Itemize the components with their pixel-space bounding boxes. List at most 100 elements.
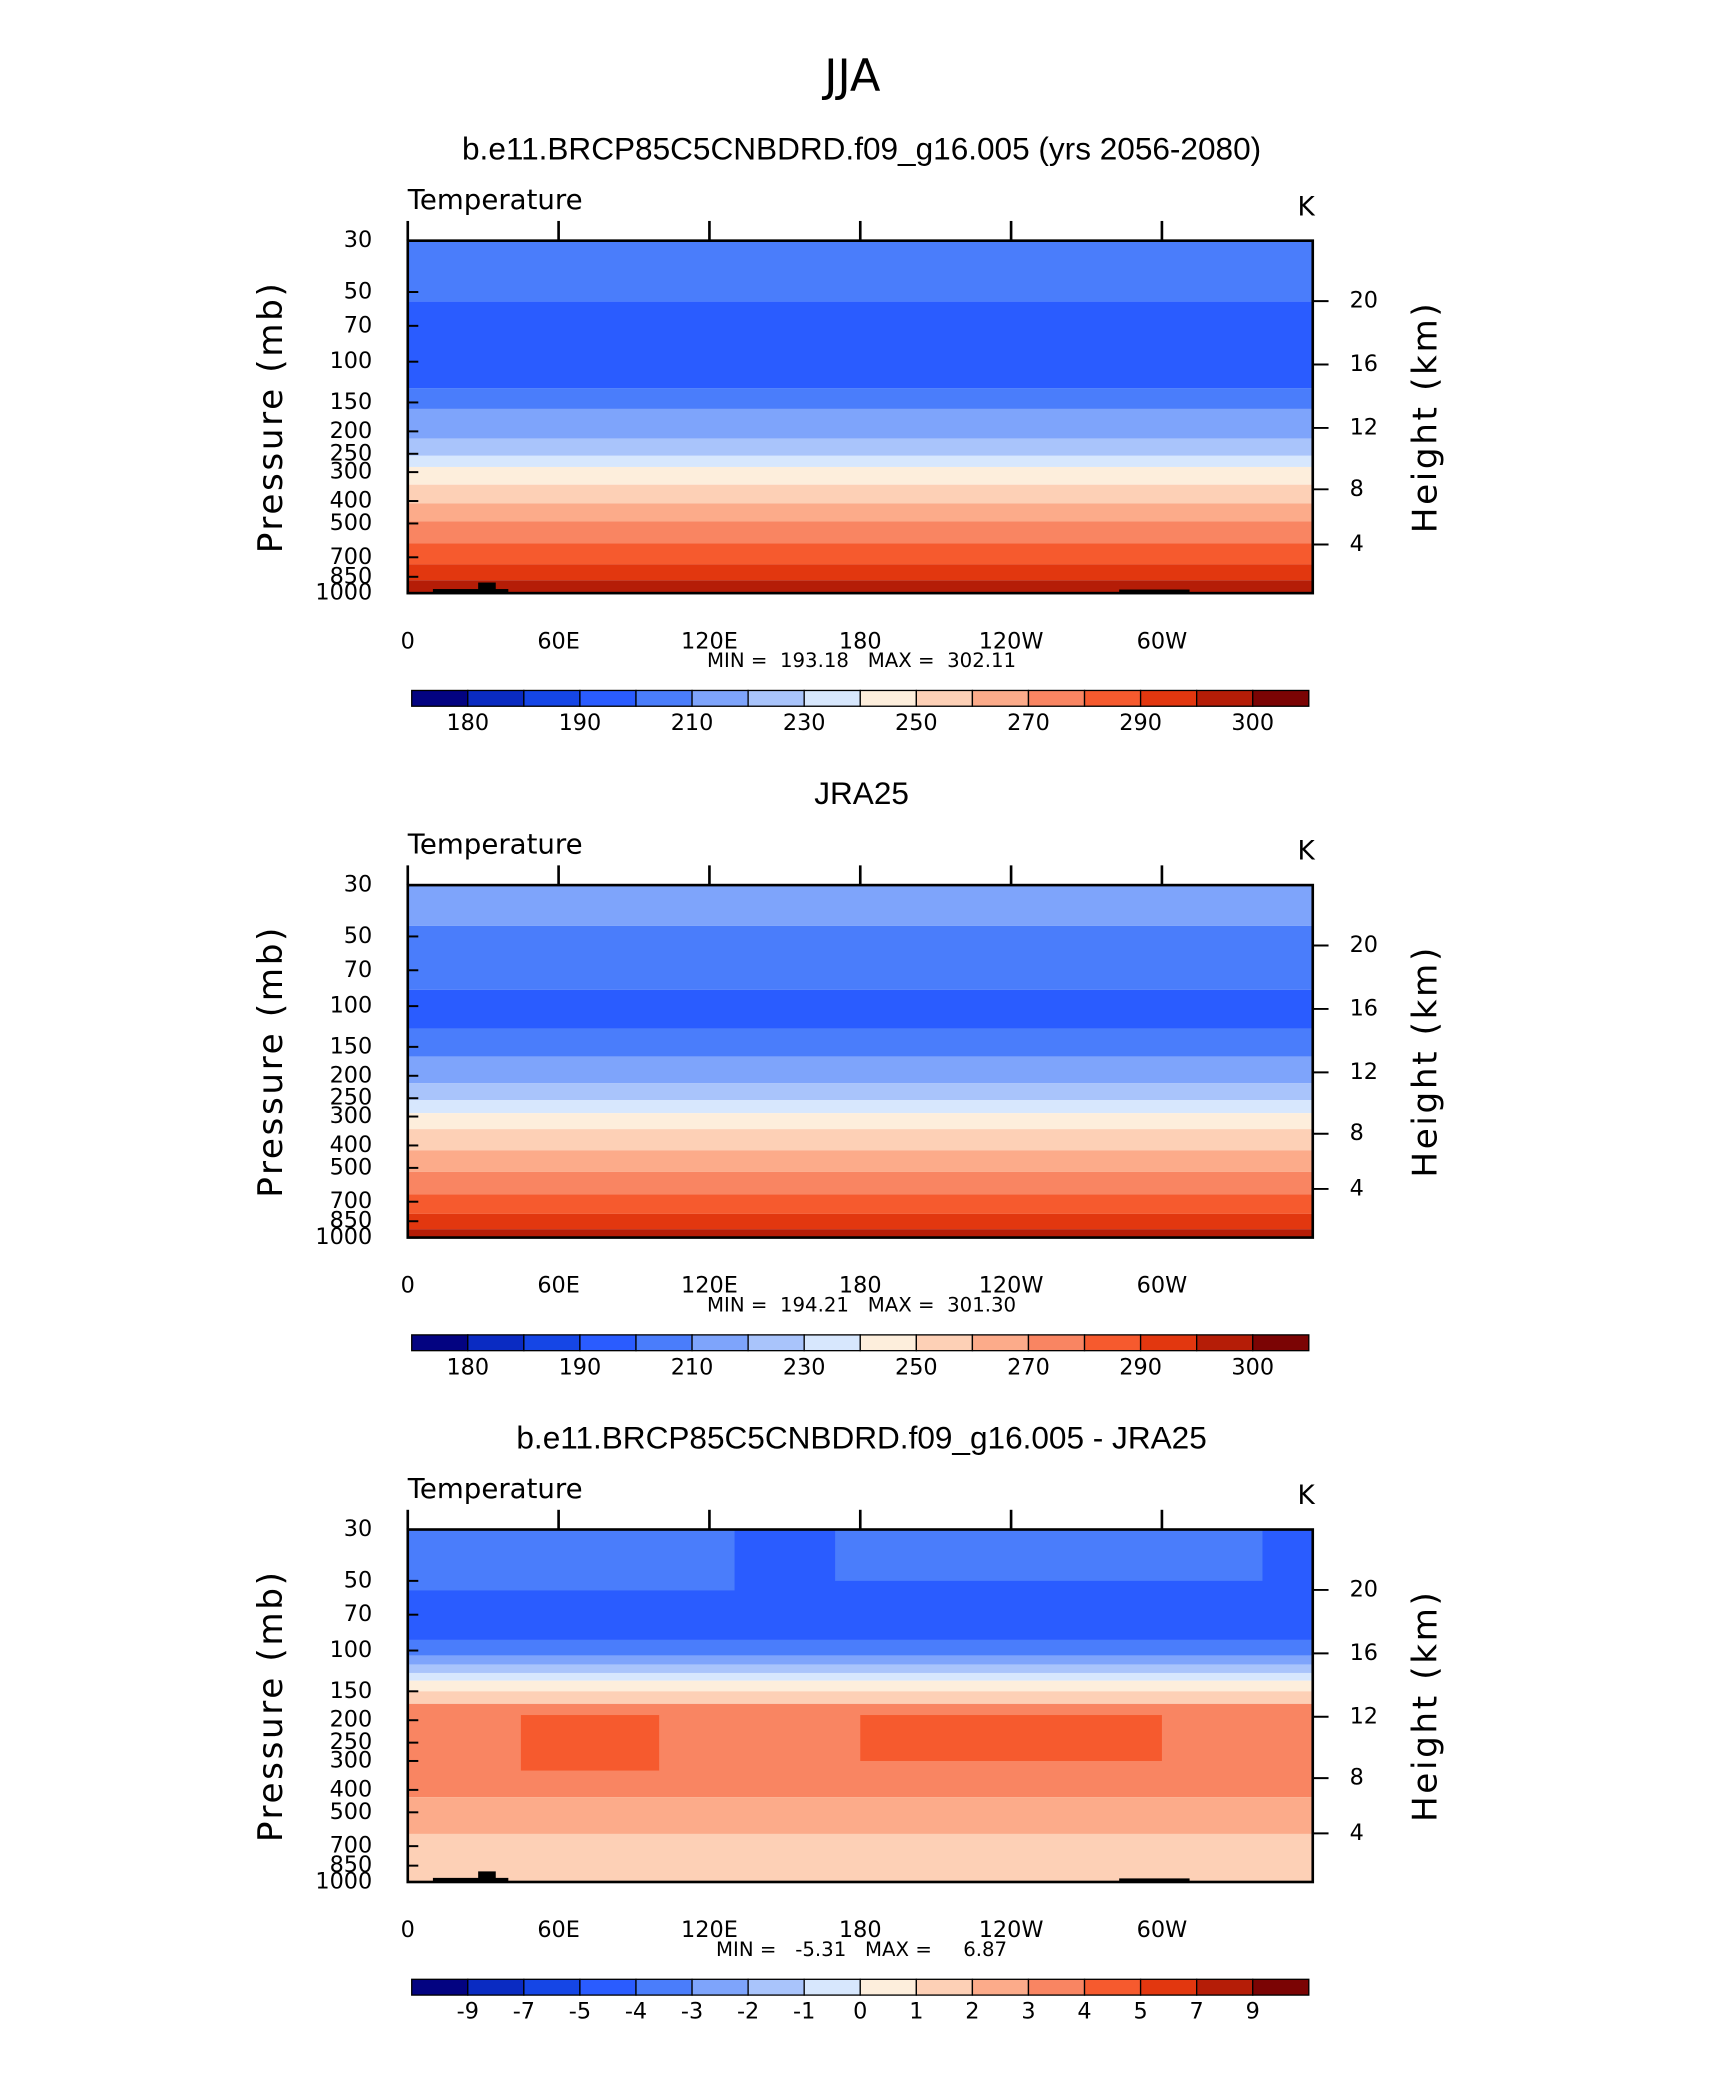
contour-band — [407, 1664, 1313, 1673]
colorbar-box — [411, 1334, 469, 1352]
x-tick-label: 0 — [401, 628, 415, 654]
colorbar-box — [747, 689, 805, 707]
y-tick-label: 700 — [330, 544, 373, 570]
colorbar-box — [1083, 1978, 1142, 1996]
colorbar-label: -1 — [793, 1999, 815, 2025]
y2-axis-label: Height (km) — [1406, 1589, 1446, 1822]
y-tick-label: 850 — [330, 563, 373, 589]
colorbar-box — [915, 1978, 974, 1996]
y-tick-label: 50 — [344, 1567, 372, 1593]
y-tick-label: 100 — [330, 993, 373, 1019]
y-tick-label: 70 — [344, 312, 372, 338]
x-tick-label: 120W — [979, 1917, 1044, 1943]
x-tick-label: 180 — [839, 1273, 882, 1299]
stats: MIN = 193.18 MAX = 302.11 — [707, 649, 1016, 672]
colorbar-box — [691, 1978, 749, 1996]
contour-band — [478, 1871, 496, 1882]
colorbar-box — [635, 689, 693, 707]
contour-band — [407, 1056, 1313, 1084]
y-tick-label: 250 — [330, 1729, 373, 1755]
y-tick-label: 30 — [344, 872, 372, 898]
contour-band — [478, 582, 496, 594]
x-tick-label: 0 — [401, 1273, 415, 1299]
contour-band — [407, 466, 1313, 485]
contour-band — [407, 1639, 1313, 1656]
panel-title: JRA25 — [814, 775, 909, 811]
contour-band — [407, 503, 1313, 522]
x-tick-label: 180 — [839, 1917, 882, 1943]
panel-subtitle-left: Temperature — [407, 183, 583, 216]
colorbar-box — [579, 1978, 637, 1996]
colorbar-label: 190 — [559, 1354, 602, 1380]
contour-band — [407, 1655, 1313, 1665]
stats: MIN = -5.31 MAX = 6.87 — [716, 1938, 1007, 1961]
contour-band — [407, 1100, 1313, 1114]
y-axis-label: Pressure (mb) — [251, 281, 291, 554]
contour-band — [407, 1797, 1313, 1834]
stats: MIN = 194.21 MAX = 301.30 — [707, 1293, 1016, 1316]
panel: b.e11.BRCP85C5CNBDRD.f09_g16.005 (yrs 20… — [251, 131, 1446, 736]
colorbar-box — [971, 1978, 1030, 1996]
contour-band — [432, 1877, 509, 1882]
colorbar-box — [579, 1334, 637, 1352]
colorbar-label: 290 — [1119, 1354, 1162, 1380]
y-tick-label: 400 — [330, 488, 373, 514]
x-tick-label: 60E — [537, 1273, 580, 1299]
contour-band — [407, 564, 1313, 581]
colorbar-label: -5 — [569, 1999, 591, 2025]
y-tick-label: 200 — [330, 1707, 373, 1733]
contour-band — [407, 580, 1313, 594]
contour-band — [407, 301, 1313, 389]
y2-tick-label: 4 — [1350, 531, 1364, 557]
colorbar-box — [1139, 1978, 1198, 1996]
y2-tick-label: 16 — [1350, 351, 1378, 377]
colorbar-box — [803, 1978, 861, 1996]
panel-subtitle-left: Temperature — [407, 1472, 583, 1505]
y-tick-label: 300 — [330, 1103, 373, 1129]
y-tick-label: 30 — [344, 227, 372, 253]
contour-band — [407, 240, 1313, 302]
contour-band — [407, 885, 1313, 926]
colorbar-label: 270 — [1007, 1354, 1050, 1380]
colorbar-box — [1139, 1334, 1198, 1352]
contour-band — [407, 1083, 1313, 1101]
colorbar-box — [747, 1334, 805, 1352]
x-tick-label: 60E — [537, 628, 580, 654]
field — [407, 240, 1313, 594]
colorbar-label: 210 — [671, 1354, 714, 1380]
colorbar-box — [1196, 1978, 1254, 1996]
y2-tick-label: 16 — [1350, 1640, 1378, 1666]
colorbar-label: 0 — [853, 1999, 867, 2025]
colorbar-label: 210 — [671, 710, 714, 736]
colorbar-label: -7 — [513, 1999, 535, 2025]
contour-band — [407, 1691, 1313, 1704]
colorbar-box — [803, 1334, 861, 1352]
colorbar-box — [859, 689, 917, 707]
colorbar-label: 290 — [1119, 710, 1162, 736]
y-tick-label: 500 — [330, 1799, 373, 1825]
colorbar-box — [1083, 689, 1142, 707]
contour-band — [407, 408, 1313, 439]
x-tick-label: 60W — [1137, 1273, 1188, 1299]
colorbar-box — [467, 689, 525, 707]
contour-band — [407, 1529, 735, 1591]
colorbar-box — [523, 1334, 581, 1352]
colorbar-label: 180 — [446, 710, 489, 736]
colorbar-label: 250 — [895, 710, 938, 736]
x-tick-label: 120E — [681, 628, 738, 654]
colorbar-label: 1 — [909, 1999, 923, 2025]
contour-band — [407, 1150, 1313, 1172]
x-tick-label: 60E — [537, 1917, 580, 1943]
y2-tick-label: 4 — [1350, 1820, 1364, 1846]
contour-band — [407, 438, 1313, 456]
colorbar-label: -9 — [457, 1999, 479, 2025]
colorbar-box — [579, 689, 637, 707]
colorbar-label: 190 — [559, 710, 602, 736]
y-tick-label: 30 — [344, 1516, 372, 1542]
colorbar-box — [523, 1978, 581, 1996]
y2-tick-label: 12 — [1350, 414, 1378, 440]
contour-band — [407, 521, 1313, 544]
colorbar-box — [467, 1978, 525, 1996]
contour-band — [407, 543, 1313, 565]
colorbar-label: 5 — [1133, 1999, 1147, 2025]
